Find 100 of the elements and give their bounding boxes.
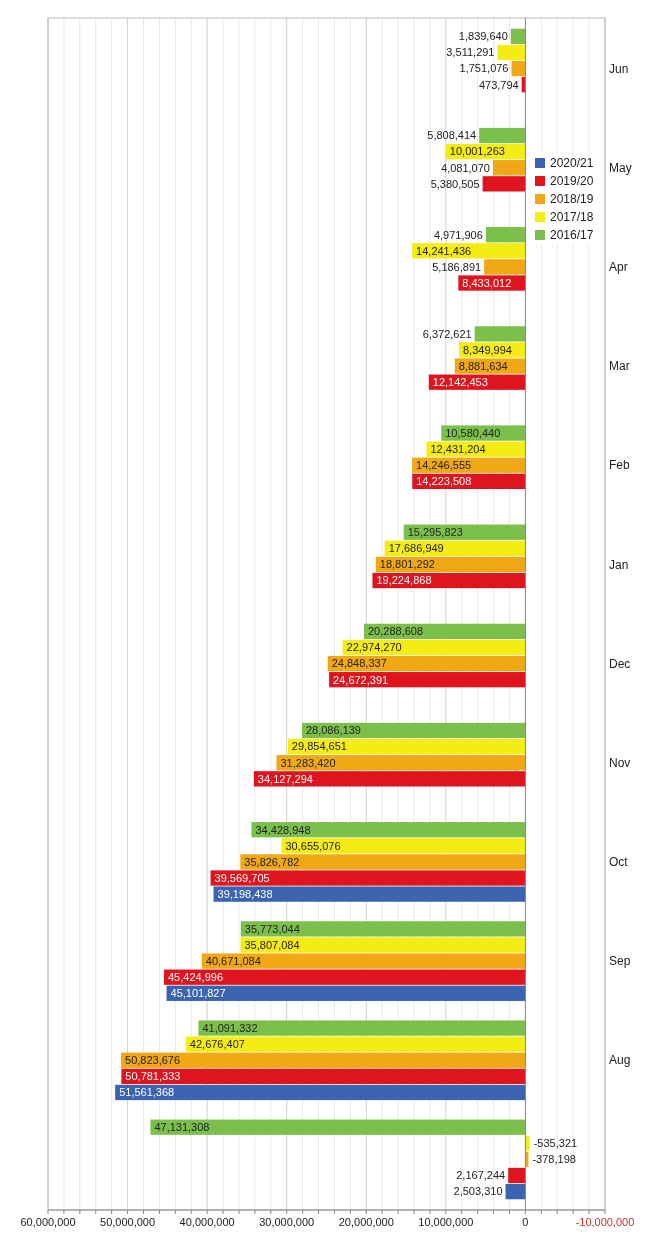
data-label: 6,372,621	[422, 327, 472, 340]
x-tick-label: -10,000,000	[575, 1216, 635, 1228]
bar	[121, 1052, 526, 1068]
bar	[213, 886, 526, 902]
data-label: 8,433,012	[462, 276, 512, 289]
data-label: 4,081,070	[441, 161, 490, 174]
data-label: 24,848,337	[331, 657, 387, 670]
data-label: 47,131,308	[154, 1121, 210, 1134]
data-label: 18,801,292	[379, 558, 435, 571]
x-tick-label: 40,000,000	[179, 1216, 235, 1228]
data-label: 35,826,782	[244, 855, 300, 868]
bar	[287, 739, 526, 755]
data-label: 14,241,436	[416, 244, 472, 257]
data-label: 8,349,994	[462, 343, 512, 356]
data-label: 4,971,906	[433, 228, 483, 241]
bar	[240, 921, 526, 937]
data-label: 5,380,505	[430, 177, 480, 190]
data-label: 29,854,651	[291, 740, 347, 753]
y-tick-label: Feb	[609, 458, 630, 473]
y-tick-label: Mar	[609, 359, 630, 374]
x-tick-label: 10,000,000	[418, 1216, 474, 1228]
x-tick-label: 0	[522, 1216, 529, 1228]
bar	[492, 160, 526, 176]
bar	[240, 937, 526, 953]
data-label: 51,561,368	[119, 1086, 175, 1099]
bar	[510, 28, 526, 45]
y-tick-label: Apr	[609, 260, 628, 275]
data-label: 5,808,414	[427, 129, 477, 142]
bar	[253, 771, 526, 787]
data-label: 14,223,508	[416, 475, 472, 488]
data-label: 5,186,891	[432, 260, 482, 273]
data-label: 473,794	[478, 78, 519, 91]
data-label: 2,167,244	[456, 1169, 506, 1182]
y-tick-label: Jun	[609, 61, 629, 76]
y-tick-label: Sep	[609, 954, 631, 969]
data-label: 22,974,270	[346, 641, 402, 654]
data-label: 41,091,332	[202, 1021, 258, 1034]
data-label: 45,424,996	[167, 971, 224, 984]
data-label: 34,127,294	[257, 772, 313, 785]
bar	[166, 985, 526, 1001]
data-label: 14,246,555	[416, 459, 472, 472]
data-label: -378,198	[532, 1153, 576, 1166]
data-label: 35,807,084	[244, 938, 300, 951]
y-tick-label: Dec	[609, 656, 631, 671]
data-label: 45,101,827	[170, 987, 226, 1000]
legend-label: 2019/20	[550, 174, 594, 189]
data-label: 35,773,044	[244, 922, 300, 935]
x-tick-label: 20,000,000	[338, 1216, 394, 1228]
bar	[121, 1068, 526, 1085]
bar	[276, 755, 526, 771]
x-tick-label: 60,000,000	[20, 1216, 76, 1228]
bar	[482, 176, 526, 192]
bar	[479, 127, 526, 144]
y-tick-label: Oct	[609, 855, 629, 870]
data-label: 12,142,453	[432, 376, 488, 389]
data-label: 20,288,608	[367, 625, 424, 638]
data-label: 1,839,640	[458, 30, 508, 43]
bar	[525, 1135, 530, 1151]
data-label: 19,224,868	[376, 574, 432, 587]
legend-label: 2017/18	[550, 210, 594, 225]
data-label: 31,283,420	[280, 756, 336, 769]
y-tick-label: Aug	[609, 1053, 631, 1068]
bar	[240, 854, 526, 870]
data-label: 39,198,438	[217, 887, 273, 900]
x-tick-label: 30,000,000	[259, 1216, 315, 1228]
bar	[485, 227, 526, 243]
bar	[201, 953, 526, 969]
bar	[508, 1167, 526, 1184]
data-label: 42,676,407	[189, 1038, 245, 1050]
data-label: 24,672,391	[333, 673, 389, 686]
bar	[511, 60, 526, 77]
bar	[163, 969, 526, 985]
data-label: 17,686,949	[388, 542, 444, 555]
data-label: 12,431,204	[430, 443, 486, 455]
bar	[115, 1084, 526, 1101]
bar	[150, 1119, 526, 1135]
data-label: 28,086,139	[305, 724, 362, 737]
legend-label: 2020/21	[550, 156, 594, 171]
bar	[505, 1183, 526, 1200]
data-label: 34,428,948	[255, 823, 311, 836]
bar	[497, 44, 526, 61]
legend-label: 2018/19	[550, 192, 594, 207]
data-label: 10,580,440	[445, 426, 501, 439]
bar	[251, 822, 526, 838]
data-label: 8,881,634	[458, 359, 508, 372]
data-label: 39,569,705	[214, 871, 270, 884]
data-label: 40,671,084	[205, 954, 261, 967]
x-tick-label: 50,000,000	[100, 1216, 156, 1228]
data-label: 30,655,076	[285, 839, 341, 852]
bar	[185, 1036, 526, 1052]
data-label: -535,321	[533, 1137, 578, 1150]
y-tick-label: May	[609, 160, 632, 175]
legend-label: 2016/17	[550, 228, 594, 243]
data-label: 3,511,291	[446, 46, 495, 59]
bar	[281, 838, 526, 854]
data-label: 50,823,676	[125, 1054, 181, 1067]
bar	[198, 1020, 526, 1036]
y-tick-label: Nov	[609, 755, 631, 770]
data-label: 1,751,076	[459, 62, 509, 75]
data-label: 10,001,263	[449, 145, 505, 158]
